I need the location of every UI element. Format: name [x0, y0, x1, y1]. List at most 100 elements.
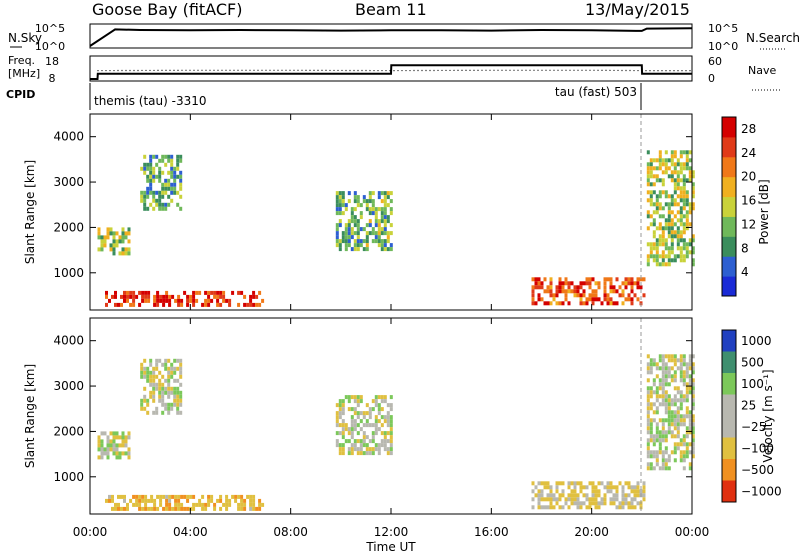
heatmap-cell [615, 301, 619, 306]
heatmap-cell [636, 277, 640, 282]
heatmap-cell [688, 418, 692, 423]
heatmap-cell [579, 485, 583, 490]
heatmap-cell [667, 250, 671, 255]
heatmap-cell [383, 415, 387, 420]
heatmap-cell [228, 298, 232, 303]
heatmap-cell [649, 386, 653, 391]
heatmap-cell [652, 190, 656, 195]
heatmap-cell [344, 395, 348, 400]
heatmap-cell [338, 443, 342, 448]
heatmap-cell [685, 386, 689, 391]
power-ylabel: Slant Range [km] [23, 160, 37, 264]
heatmap-cell [667, 418, 671, 423]
heatmap-cell [112, 239, 116, 244]
heatmap-cell [121, 451, 125, 456]
heatmap-cell [670, 250, 674, 255]
heatmap-cell [576, 493, 580, 498]
heatmap-cell [646, 438, 650, 443]
heatmap-cell [531, 481, 535, 486]
heatmap-cell [371, 207, 375, 212]
heatmap-cell [152, 410, 156, 415]
heatmap-cell [646, 210, 650, 215]
heatmap-cell [356, 399, 360, 404]
heatmap-cell [667, 158, 671, 163]
heatmap-cell [676, 434, 680, 439]
heatmap-cell [685, 242, 689, 247]
heatmap-cell [152, 198, 156, 203]
heatmap-cell [164, 358, 168, 363]
heatmap-cell [161, 170, 165, 175]
heatmap-cell [682, 394, 686, 399]
heatmap-cell [664, 378, 668, 383]
heatmap-cell [658, 358, 662, 363]
heatmap-cell [585, 497, 589, 502]
heatmap-cell [177, 498, 181, 503]
heatmap-cell [173, 398, 177, 403]
heatmap-cell [573, 501, 577, 506]
heatmap-cell [621, 505, 625, 510]
heatmap-cell [365, 239, 369, 244]
heatmap-cell [579, 293, 583, 298]
velocity-colorbar-segment [722, 394, 736, 417]
heatmap-cell [531, 489, 535, 494]
heatmap-cell [335, 203, 339, 208]
heatmap-cell [636, 493, 640, 498]
heatmap-cell [186, 294, 190, 299]
heatmap-cell [341, 211, 345, 216]
heatmap-cell [162, 298, 166, 303]
heatmap-cell [389, 247, 393, 252]
heatmap-cell [141, 494, 145, 499]
heatmap-cell [149, 390, 153, 395]
freq-label: Freq. [8, 54, 35, 67]
heatmap-cell [344, 227, 348, 232]
heatmap-cell [179, 382, 183, 387]
heatmap-cell [639, 277, 643, 282]
heatmap-cell [691, 414, 695, 419]
heatmap-cell [682, 466, 686, 471]
heatmap-cell [243, 506, 247, 511]
heatmap-cell [658, 446, 662, 451]
heatmap-cell [537, 493, 541, 498]
heatmap-cell [615, 505, 619, 510]
heatmap-cell [655, 246, 659, 251]
heatmap-cell [115, 431, 119, 436]
heatmap-cell [383, 447, 387, 452]
heatmap-cell [228, 302, 232, 307]
heatmap-cell [661, 466, 665, 471]
heatmap-cell [173, 178, 177, 183]
heatmap-cell [124, 247, 128, 252]
heatmap-cell [389, 431, 393, 436]
y-tick-label: 2000 [53, 220, 84, 234]
heatmap-cell [109, 231, 113, 236]
heatmap-cell [646, 370, 650, 375]
heatmap-cell [679, 354, 683, 359]
heatmap-cell [567, 493, 571, 498]
heatmap-cell [353, 223, 357, 228]
heatmap-cell [685, 406, 689, 411]
heatmap-cell [350, 215, 354, 220]
heatmap-cell [652, 390, 656, 395]
heatmap-cell [213, 290, 217, 295]
velocity-colorbar-tick: 1000 [741, 334, 772, 348]
heatmap-cell [652, 378, 656, 383]
heatmap-cell [664, 162, 668, 167]
heatmap-cell [127, 435, 131, 440]
heatmap-cell [344, 207, 348, 212]
heatmap-cell [167, 178, 171, 183]
heatmap-cell [646, 406, 650, 411]
heatmap-cell [155, 190, 159, 195]
heatmap-cell [365, 419, 369, 424]
heatmap-cell [124, 443, 128, 448]
heatmap-cell [109, 247, 113, 252]
heatmap-cell [353, 195, 357, 200]
heatmap-cell [201, 302, 205, 307]
heatmap-cell [121, 247, 125, 252]
heatmap-cell [636, 485, 640, 490]
heatmap-cell [338, 423, 342, 428]
heatmap-cell [652, 402, 656, 407]
heatmap-cell [261, 502, 265, 507]
heatmap-cell [667, 194, 671, 199]
heatmap-cell [249, 502, 253, 507]
heatmap-cell [649, 438, 653, 443]
